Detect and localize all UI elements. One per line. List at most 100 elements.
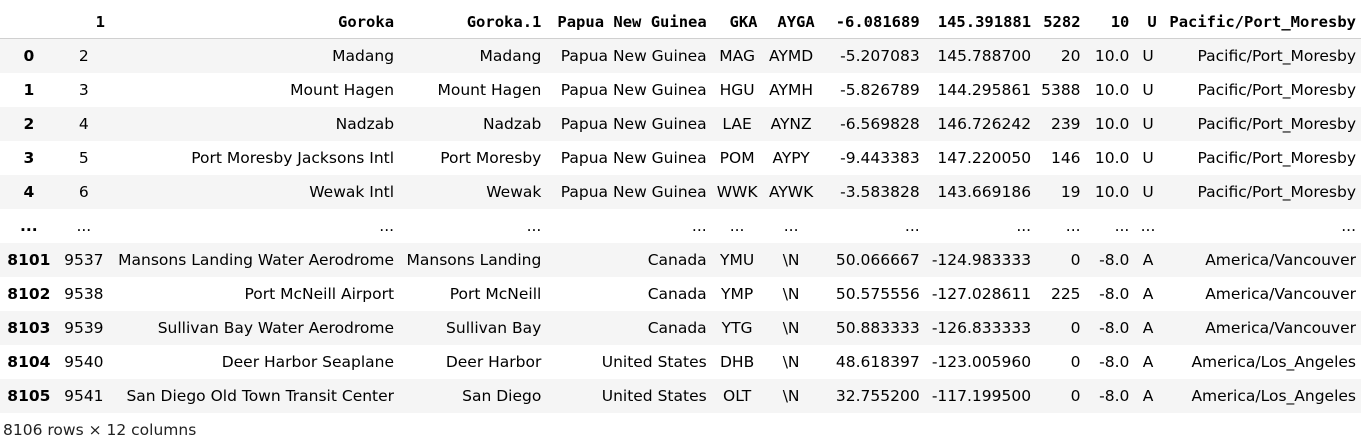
table-cell: -6.569828 [840, 115, 920, 133]
table-cell: -8.0 [1099, 319, 1130, 337]
table-cell: U [1142, 183, 1154, 201]
table-cell: Port McNeill [449, 285, 542, 303]
table-cell: San Diego Old Town Transit Center [126, 387, 395, 405]
table-cell: ... [691, 217, 707, 235]
table-row: 2 4 Nadzab Nadzab Papua New Guinea LAE AYNZ -6.… [0, 107, 1361, 141]
table-cell: AYPY [772, 149, 810, 167]
table-cell: Wewak [486, 183, 542, 201]
table-cell: Wewak Intl [309, 183, 395, 201]
table-cell: 10.0 [1094, 47, 1130, 65]
table-cell: AYNZ [770, 115, 812, 133]
table-cell: -5.207083 [840, 47, 920, 65]
table-cell: 50.066667 [835, 251, 920, 269]
table-cell: Sullivan Bay Water Aerodrome [157, 319, 395, 337]
table-cell: AYMH [769, 81, 814, 99]
table-cell: 9538 [64, 285, 104, 303]
table-cell: LAE [722, 115, 752, 133]
table-cell: \N [782, 251, 800, 269]
table-cell: Pacific/Port_Moresby [1197, 183, 1356, 201]
table-cell: 9541 [64, 387, 104, 405]
table-cell: Papua New Guinea [560, 115, 707, 133]
table-cell: Mount Hagen [290, 81, 395, 99]
column-header: AYGA [762, 6, 820, 39]
table-cell: -124.983333 [931, 251, 1032, 269]
table-cell: 6 [78, 183, 89, 201]
table-cell: 5 [78, 149, 89, 167]
row-index: 2 [23, 115, 35, 133]
table-cell: Canada [647, 285, 707, 303]
table-cell: ... [1140, 217, 1156, 235]
table-cell: A [1142, 285, 1154, 303]
table-cell: YMU [720, 251, 755, 269]
table-cell: 4 [78, 115, 89, 133]
table-cell: Sullivan Bay [446, 319, 542, 337]
dataframe-table: 1 Goroka Goroka.1 Papua New Guinea GKA AYGA -6… [0, 6, 1361, 413]
table-cell: 10.0 [1094, 149, 1130, 167]
table-cell: -9.443383 [840, 149, 920, 167]
table-cell: \N [782, 285, 800, 303]
table-cell: Canada [647, 251, 707, 269]
table-cell: ... [1065, 217, 1081, 235]
table-cell: 0 [1070, 319, 1081, 337]
column-header: Pacific/Port_Moresby [1161, 6, 1361, 39]
table-cell: United States [601, 387, 707, 405]
table-cell: 2 [78, 47, 89, 65]
table-cell: ... [904, 217, 920, 235]
table-cell: A [1142, 353, 1154, 371]
row-index: 8102 [7, 285, 51, 303]
table-cell: Pacific/Port_Moresby [1197, 47, 1356, 65]
column-header: -6.081689 [819, 6, 925, 39]
table-row: 8101 9537 Mansons Landing Water Aerodrome M… [0, 243, 1361, 277]
table-cell: U [1142, 115, 1154, 133]
column-header: Papua New Guinea [546, 6, 712, 39]
table-cell: AYWK [768, 183, 814, 201]
table-cell: 147.220050 [937, 149, 1032, 167]
table-cell: -8.0 [1099, 387, 1130, 405]
table-cell: ... [1114, 217, 1130, 235]
table-header: 1 Goroka Goroka.1 Papua New Guinea GKA AYGA -6… [0, 6, 1361, 39]
column-header: Goroka.1 [399, 6, 547, 39]
row-index: 4 [23, 183, 35, 201]
table-cell: 9537 [64, 251, 104, 269]
column-header: 5282 [1036, 6, 1086, 39]
table-cell: -8.0 [1099, 353, 1130, 371]
column-header: GKA [711, 6, 763, 39]
shape-summary: 8106 rows × 12 columns [3, 421, 197, 439]
table-cell: AYMD [769, 47, 814, 65]
table-row: 3 5 Port Moresby Jacksons Intl Port Moresby… [0, 141, 1361, 175]
table-cell: 50.883333 [835, 319, 920, 337]
table-cell: -126.833333 [931, 319, 1032, 337]
table-row: 8102 9538 Port McNeill Airport Port McNeill… [0, 277, 1361, 311]
table-cell: -5.826789 [840, 81, 920, 99]
table-cell: 0 [1070, 251, 1081, 269]
table-cell: -8.0 [1099, 251, 1130, 269]
table-cell: \N [782, 353, 800, 371]
table-cell: 9540 [64, 353, 104, 371]
table-cell: 20 [1060, 47, 1081, 65]
table-cell: Mansons Landing Water Aerodrome [118, 251, 395, 269]
table-cell: Nadzab [482, 115, 542, 133]
row-index: 8104 [7, 353, 51, 371]
table-cell: ... [526, 217, 542, 235]
row-index: 3 [23, 149, 35, 167]
table-cell: Mount Hagen [437, 81, 542, 99]
table-cell: -117.199500 [931, 387, 1032, 405]
row-index: 8103 [7, 319, 51, 337]
table-cell: 10.0 [1094, 81, 1130, 99]
column-header: 1 [57, 6, 110, 39]
table-cell: 239 [1050, 115, 1081, 133]
table-cell: U [1142, 149, 1154, 167]
table-cell: MAG [719, 47, 755, 65]
table-cell: U [1142, 47, 1154, 65]
table-cell: 0 [1070, 387, 1081, 405]
table-cell: Papua New Guinea [560, 149, 707, 167]
table-cell: Port Moresby Jacksons Intl [191, 149, 395, 167]
table-cell: Papua New Guinea [560, 47, 707, 65]
table-cell: 10.0 [1094, 115, 1130, 133]
table-cell: 10.0 [1094, 183, 1130, 201]
table-cell: ... [1341, 217, 1356, 235]
table-cell: Mansons Landing [406, 251, 542, 269]
table-cell: Papua New Guinea [560, 183, 707, 201]
table-cell: 143.669186 [937, 183, 1032, 201]
dataframe-output: 1 Goroka Goroka.1 Papua New Guinea GKA AYGA -6… [0, 6, 1361, 439]
